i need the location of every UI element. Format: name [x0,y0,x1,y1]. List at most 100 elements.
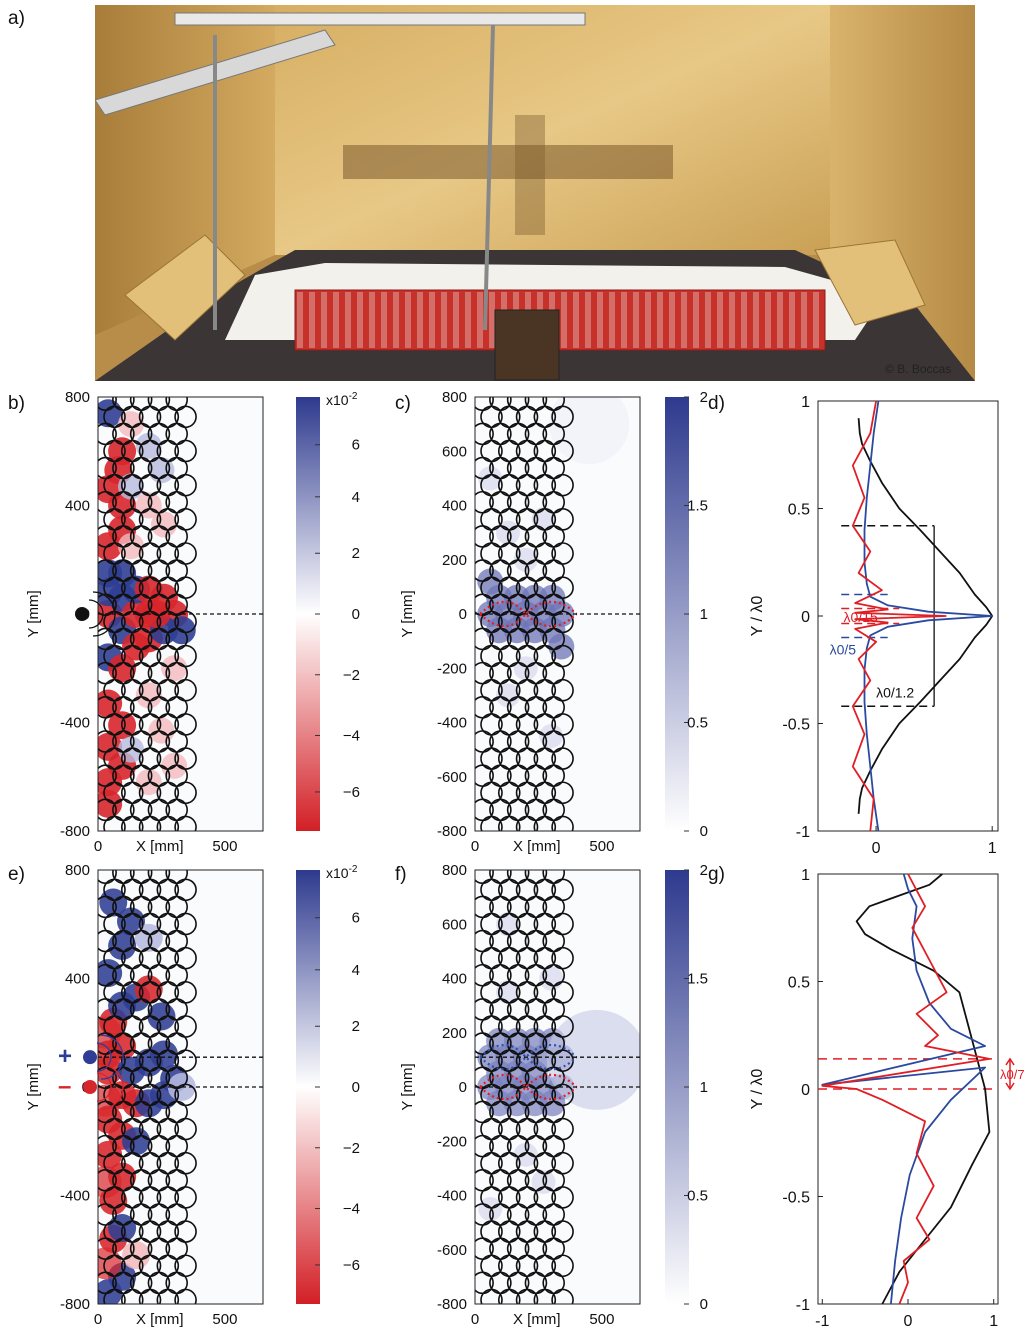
annotation-black: λ0/1.2 [876,684,914,700]
colorbar-tick-label: 6 [352,437,360,454]
field-blob [477,568,504,595]
series-line [855,873,991,1305]
colorbar-exponent: x10-2 [326,391,358,408]
y-tick-label: -400 [437,1188,467,1205]
colorbar-tick-label: 6 [352,910,360,927]
x-axis-label: X [mm] [136,838,184,855]
field-blob [546,1009,640,1110]
y-tick-label: -1 [796,824,810,841]
lattice-circle [497,815,521,831]
lattice-circle [103,1288,126,1304]
x-tick-label: 500 [212,838,237,855]
field-blob [122,1127,151,1156]
y-tick-label: -200 [437,1133,467,1150]
colorbar-tick-label: 1.5 [687,971,708,988]
series-line [821,873,991,1305]
y-tick-label: -800 [60,1296,90,1313]
x-tick-label: 1 [989,1313,998,1330]
point-source-icon [75,607,89,621]
lattice-circle [120,815,144,831]
panel-label-f: f) [395,864,407,885]
colorbar-tick-label: 1 [700,606,708,623]
panel-label-c: c) [395,393,411,414]
y-tick-label: 400 [65,971,90,988]
lattice-circle [156,815,180,831]
x-tick-label: 0 [94,838,102,855]
field-blob [539,966,564,991]
colorbar-tick-label: 0 [700,1296,708,1313]
x-tick-label: -1 [815,1313,829,1330]
y-tick-label: -0.5 [782,717,810,734]
y-tick-label: 400 [442,498,467,515]
y-tick-label: -400 [60,1188,90,1205]
x-tick-label: 0 [904,1313,913,1330]
y-tick-label: -200 [437,660,467,677]
y-tick-label: 0 [459,1079,467,1096]
y-tick-label: 0 [801,609,810,626]
panel-label-b: b) [8,393,25,414]
lattice-circle [138,1288,162,1304]
y-tick-label: 0 [801,1082,810,1099]
colorbar-tick-label: 1.5 [687,498,708,515]
x-tick-label: 0 [471,838,479,855]
y-tick-label: -800 [437,1296,467,1313]
lattice-circle [533,1288,557,1304]
y-tick-label: -400 [60,715,90,732]
colorbar-tick-label: 0.5 [687,1188,708,1205]
annotation-blue: λ0/5 [830,641,857,657]
speaker-box [494,309,560,381]
x-tick-label: 500 [589,838,614,855]
wavefront-arc [96,1072,112,1102]
can-array [294,289,826,351]
wavefront-arc [100,1034,124,1080]
lattice-circle [120,1288,144,1304]
lattice-circle [551,815,574,831]
y-axis-label: Y [mm] [25,1063,42,1110]
lattice-circle [174,1288,197,1304]
y-axis-label: Y [mm] [25,590,42,637]
wavefront-arc [100,1064,124,1110]
lattice-circle [156,1288,180,1304]
y-tick-label: 0.5 [788,975,810,992]
field-blob [478,466,503,491]
x-axis-label: X [mm] [513,1311,561,1328]
field-blob [98,959,123,988]
x-tick-label: 500 [589,1311,614,1328]
colorbar-tick-label: −4 [343,1201,360,1218]
y-tick-label: -800 [60,823,90,840]
y-tick-label: 400 [442,971,467,988]
wavefront-arc [92,591,116,637]
y-tick-label: 0 [459,606,467,623]
lattice-circle [515,815,539,831]
lattice-circle [533,815,557,831]
colorbar-tick-label: 0 [352,606,360,623]
x-tick-label: 0 [471,1311,479,1328]
arrow-down-icon [1005,1082,1015,1091]
colorbar-tick-label: 2 [352,545,360,562]
y-axis-label: Y / λ0 [749,596,766,637]
colorbar-tick-label: 2 [700,389,708,406]
plot-frame [817,400,999,832]
colorbar-tick-label: 4 [352,489,360,506]
y-tick-label: 1 [801,394,810,411]
y-tick-label: 400 [65,498,90,515]
panel-label-e: e) [8,864,25,885]
series-line [863,400,994,832]
panel-label-d: d) [708,393,725,414]
series-line [851,400,947,832]
x-tick-label: 500 [212,1311,237,1328]
colorbar-tick-label: 0.5 [687,715,708,732]
y-tick-label: -1 [796,1297,810,1314]
lattice-circle [497,1288,521,1304]
y-tick-label: 800 [65,389,90,406]
x-tick-label: 0 [94,1311,102,1328]
field-blob [161,655,188,682]
lattice-circle [551,1288,574,1304]
colorbar-tick-label: 2 [700,862,708,879]
panel-label-g: g) [708,864,725,885]
y-tick-label: 800 [442,862,467,879]
y-tick-label: 200 [442,552,467,569]
